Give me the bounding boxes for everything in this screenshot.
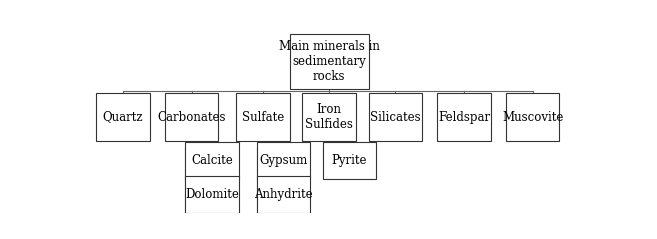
Text: Gypsum: Gypsum [259,154,307,167]
FancyBboxPatch shape [302,93,356,141]
Text: Sulfate: Sulfate [242,110,284,124]
FancyBboxPatch shape [165,93,218,141]
Text: Main minerals in
sedimentary
rocks: Main minerals in sedimentary rocks [279,40,380,83]
FancyBboxPatch shape [290,34,369,89]
FancyBboxPatch shape [185,176,238,213]
FancyBboxPatch shape [185,142,238,179]
Text: Carbonates: Carbonates [157,110,226,124]
FancyBboxPatch shape [369,93,422,141]
Text: Iron
Sulfides: Iron Sulfides [305,103,353,131]
FancyBboxPatch shape [256,176,310,213]
Text: Calcite: Calcite [191,154,233,167]
Text: Silicates: Silicates [370,110,420,124]
FancyBboxPatch shape [323,142,376,179]
FancyBboxPatch shape [236,93,290,141]
FancyBboxPatch shape [438,93,491,141]
Text: Quartz: Quartz [102,110,143,124]
Text: Dolomite: Dolomite [185,188,239,201]
Text: Feldspar: Feldspar [438,110,490,124]
Text: Pyrite: Pyrite [332,154,367,167]
FancyBboxPatch shape [256,142,310,179]
Text: Muscovite: Muscovite [502,110,564,124]
FancyBboxPatch shape [506,93,560,141]
FancyBboxPatch shape [96,93,150,141]
Text: Anhydrite: Anhydrite [254,188,313,201]
